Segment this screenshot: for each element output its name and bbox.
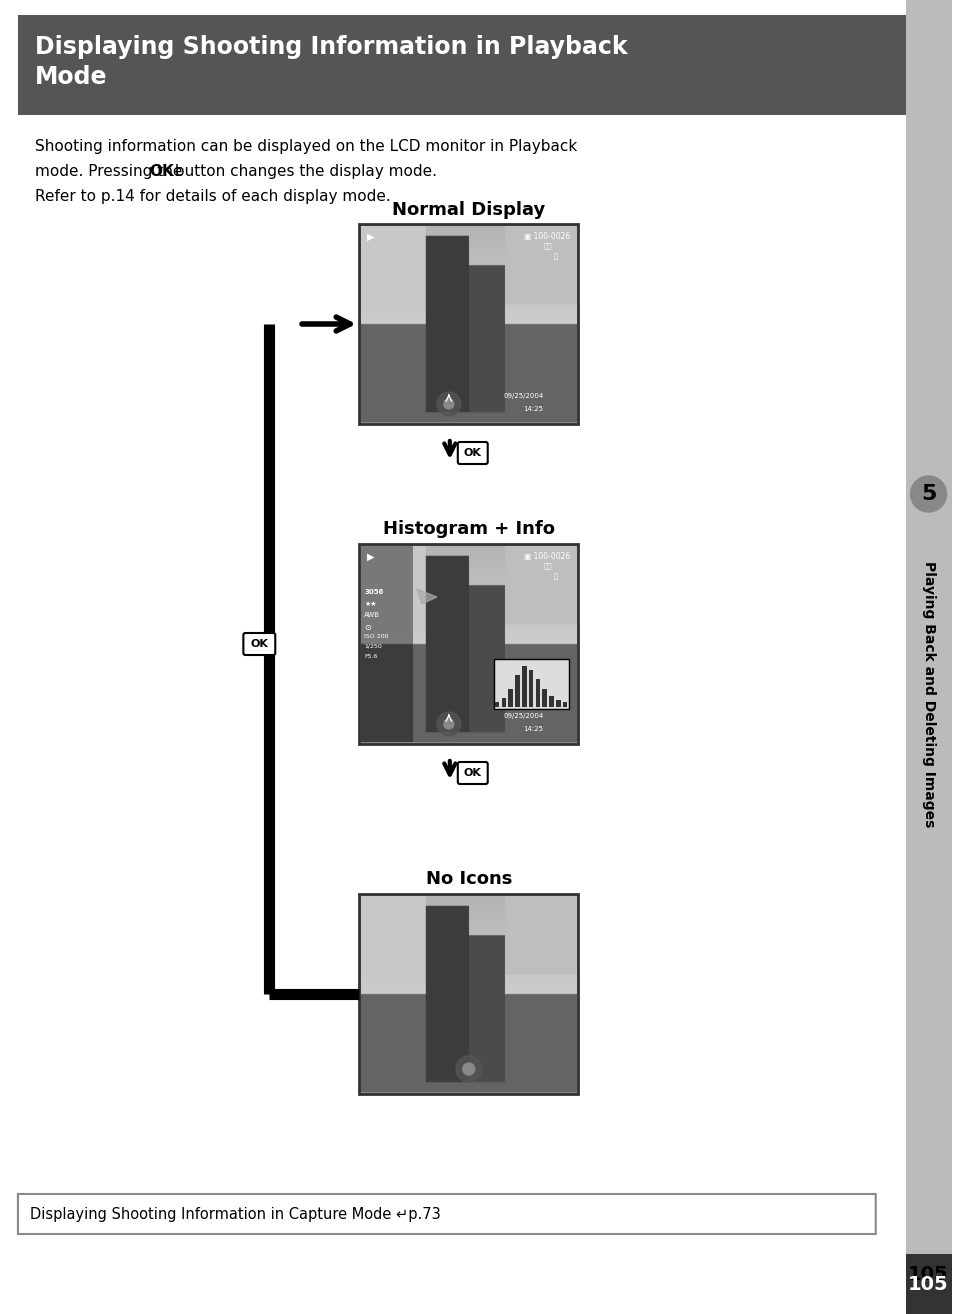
Text: 5: 5 <box>920 484 935 505</box>
Bar <box>360 547 413 742</box>
Bar <box>494 660 568 710</box>
Circle shape <box>443 399 454 409</box>
Bar <box>541 689 546 707</box>
Bar <box>358 894 578 1095</box>
Text: Normal Display: Normal Display <box>392 201 545 219</box>
Text: ⬜⬜: ⬜⬜ <box>543 242 552 248</box>
Bar <box>358 544 578 744</box>
Text: 105: 105 <box>907 1264 948 1284</box>
Text: 09/25/2004: 09/25/2004 <box>503 714 543 719</box>
Text: OK: OK <box>150 164 174 179</box>
Bar <box>549 696 553 707</box>
Text: 14:25: 14:25 <box>523 406 543 413</box>
Text: No Icons: No Icons <box>425 870 512 888</box>
Text: F5.6: F5.6 <box>364 654 377 660</box>
Text: ⊙: ⊙ <box>364 623 371 632</box>
Text: ▶: ▶ <box>367 233 375 242</box>
Circle shape <box>436 712 460 736</box>
Text: 3056: 3056 <box>364 589 383 595</box>
Bar <box>495 703 498 707</box>
Text: ISO 200: ISO 200 <box>364 633 388 639</box>
Bar <box>515 675 519 707</box>
Circle shape <box>910 476 945 512</box>
Text: 1/250: 1/250 <box>364 644 381 649</box>
FancyBboxPatch shape <box>457 442 487 464</box>
Text: Shooting information can be displayed on the LCD monitor in Playback: Shooting information can be displayed on… <box>35 139 577 154</box>
Text: 105: 105 <box>907 1275 948 1293</box>
FancyBboxPatch shape <box>457 762 487 784</box>
Text: Histogram + Info: Histogram + Info <box>382 520 555 537</box>
Bar <box>562 703 567 707</box>
Circle shape <box>443 719 454 729</box>
Bar <box>904 1254 950 1314</box>
Polygon shape <box>416 589 436 604</box>
Bar <box>535 679 539 707</box>
Text: ▶: ▶ <box>367 552 375 562</box>
FancyBboxPatch shape <box>243 633 275 654</box>
Bar <box>521 666 526 707</box>
Text: Refer to p.14 for details of each display mode.: Refer to p.14 for details of each displa… <box>35 189 390 204</box>
Text: 09/25/2004: 09/25/2004 <box>503 393 543 399</box>
Text: ▣ 100-0026: ▣ 100-0026 <box>523 233 569 240</box>
Text: AWB: AWB <box>364 612 379 618</box>
Text: ⬜: ⬜ <box>553 252 558 259</box>
Text: ⬜: ⬜ <box>553 572 558 578</box>
Circle shape <box>462 1063 475 1075</box>
Text: OK: OK <box>250 639 268 649</box>
Text: OK: OK <box>463 767 481 778</box>
Text: button changes the display mode.: button changes the display mode. <box>170 164 436 179</box>
Text: Playing Back and Deleting Images: Playing Back and Deleting Images <box>921 561 935 828</box>
Text: Displaying Shooting Information in Playback
Mode: Displaying Shooting Information in Playb… <box>35 35 627 89</box>
Bar <box>508 689 513 707</box>
Bar <box>904 0 950 1314</box>
Circle shape <box>456 1056 481 1081</box>
Text: ⬜⬜: ⬜⬜ <box>543 562 552 569</box>
Circle shape <box>436 392 460 417</box>
Bar <box>528 670 533 707</box>
Bar <box>18 14 915 116</box>
Text: mode. Pressing the: mode. Pressing the <box>35 164 187 179</box>
Bar <box>556 699 560 707</box>
Text: ★★: ★★ <box>364 600 376 607</box>
Text: 14:25: 14:25 <box>523 727 543 732</box>
Text: ▣ 100-0026: ▣ 100-0026 <box>523 552 569 561</box>
Bar <box>501 698 506 707</box>
Text: Displaying Shooting Information in Capture Mode ↵p.73: Displaying Shooting Information in Captu… <box>30 1206 440 1222</box>
Text: OK: OK <box>463 448 481 459</box>
FancyBboxPatch shape <box>18 1194 875 1234</box>
Bar <box>358 223 578 424</box>
